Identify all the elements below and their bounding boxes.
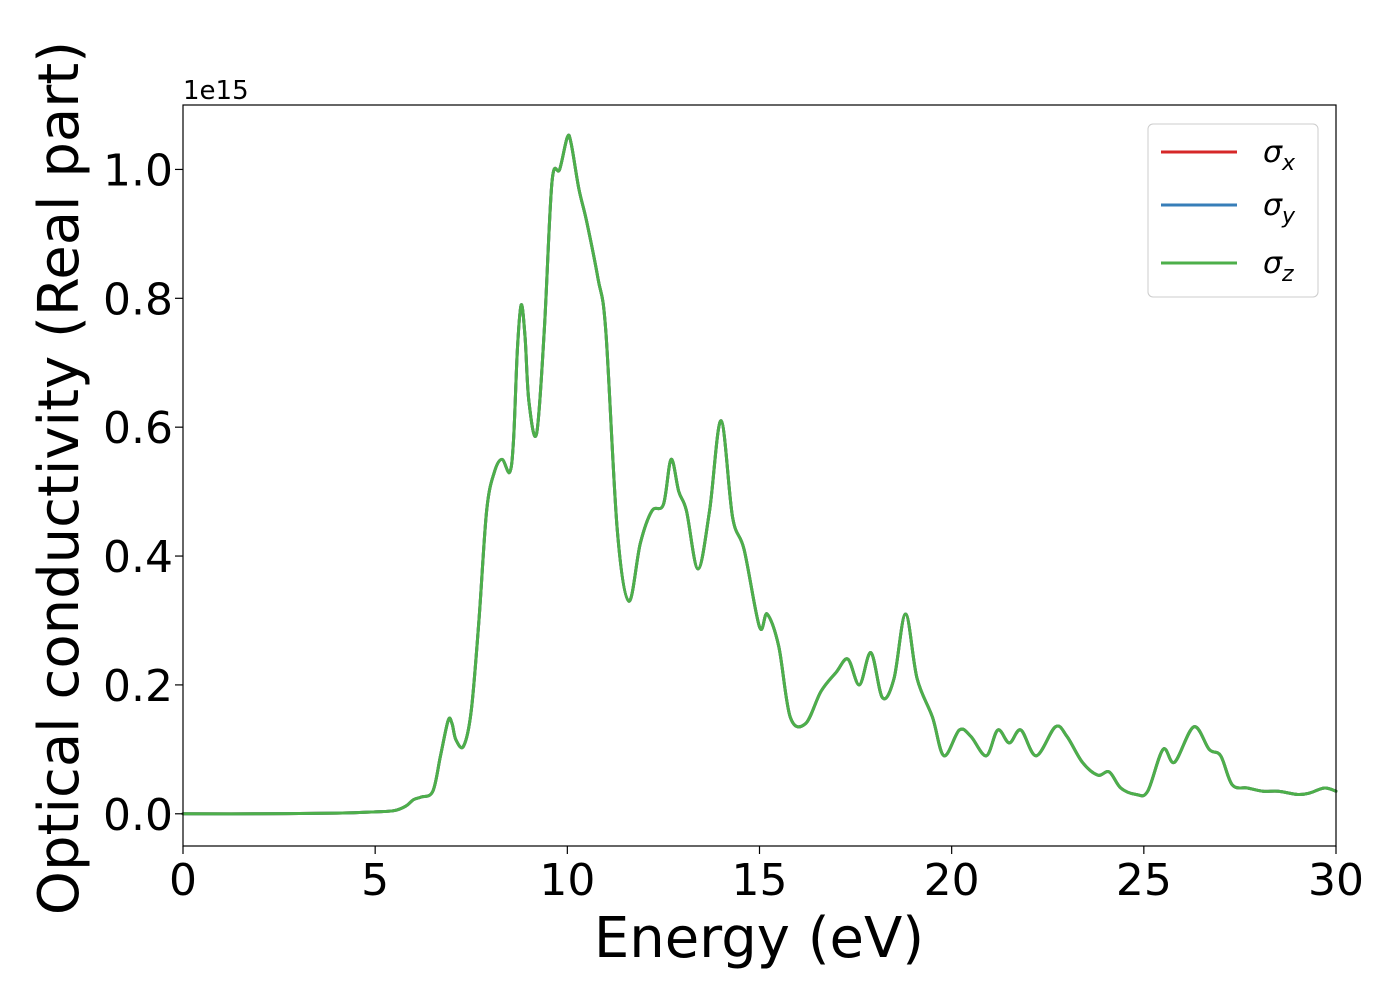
x-tick-label: 10 xyxy=(539,855,595,906)
y-axis-scale-offset: 1e15 xyxy=(183,76,249,106)
y-tick-label: 1.0 xyxy=(103,145,173,196)
x-tick-label: 0 xyxy=(169,855,197,906)
x-axis-ticks: 0 5 10 15 20 25 30 xyxy=(169,846,1364,906)
y-tick-label: 0.4 xyxy=(103,532,173,583)
y-axis-title: Optical conductivity (Real part) xyxy=(27,41,92,915)
y-tick-label: 0.0 xyxy=(103,790,173,841)
x-tick-label: 15 xyxy=(732,855,788,906)
y-tick-label: 0.8 xyxy=(103,274,173,325)
series-line-3 xyxy=(181,133,1338,816)
x-axis-title: Energy (eV) xyxy=(594,906,924,971)
x-tick-label: 30 xyxy=(1308,855,1364,906)
series-layer xyxy=(181,133,1338,816)
x-tick-label: 20 xyxy=(924,855,980,906)
y-tick-label: 0.2 xyxy=(103,661,173,712)
y-tick-label: 0.6 xyxy=(103,403,173,454)
y-axis-ticks: 0.0 0.2 0.4 0.6 0.8 1.0 xyxy=(103,145,183,841)
legend-box xyxy=(1147,123,1319,298)
x-tick-label: 25 xyxy=(1116,855,1172,906)
x-tick-label: 5 xyxy=(361,855,389,906)
